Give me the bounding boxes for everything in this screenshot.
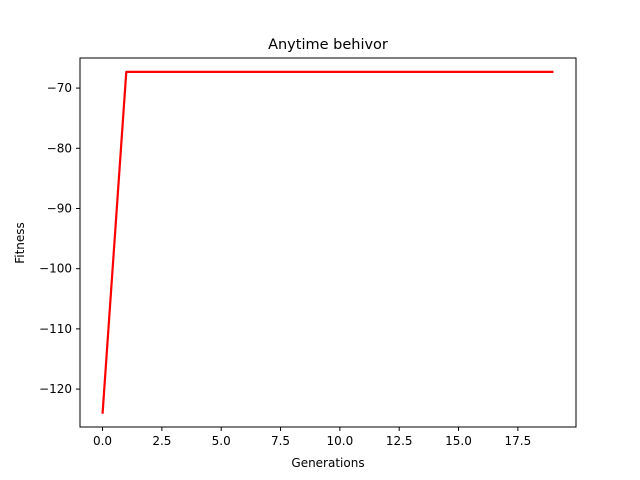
x-tick-label: 15.0 — [445, 434, 472, 448]
x-tick-label: 17.5 — [504, 434, 531, 448]
x-tick-label: 10.0 — [327, 434, 354, 448]
x-tick-label: 2.5 — [152, 434, 171, 448]
x-axis-label: Generations — [291, 456, 364, 470]
y-tick-label: −90 — [47, 201, 72, 215]
chart-title: Anytime behivor — [268, 37, 388, 53]
y-axis-label: Fitness — [13, 222, 27, 264]
x-tick-label: 7.5 — [271, 434, 290, 448]
y-tick-label: −120 — [39, 382, 72, 396]
y-tick-label: −100 — [39, 262, 72, 276]
x-tick-label: 5.0 — [212, 434, 231, 448]
x-tick-label: 0.0 — [93, 434, 112, 448]
y-tick-label: −80 — [47, 141, 72, 155]
y-tick-label: −70 — [47, 81, 72, 95]
y-tick-label: −110 — [39, 322, 72, 336]
x-tick-label: 12.5 — [386, 434, 413, 448]
